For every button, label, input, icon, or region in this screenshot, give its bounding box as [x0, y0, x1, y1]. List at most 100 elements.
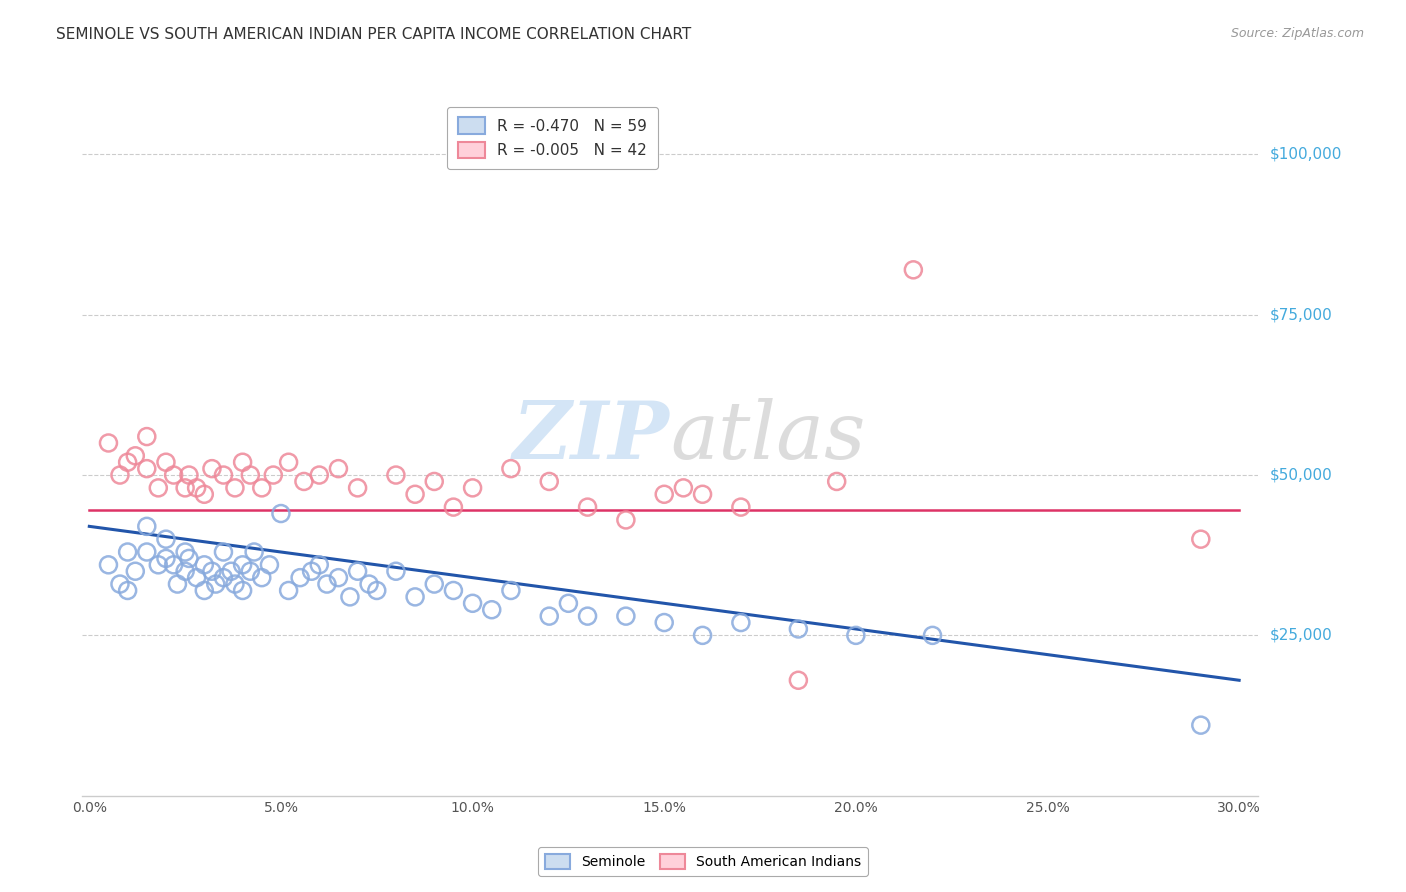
Point	[404, 487, 426, 501]
Point	[117, 545, 139, 559]
Text: atlas: atlas	[671, 398, 865, 475]
Point	[308, 468, 330, 483]
Point	[259, 558, 281, 572]
Point	[1189, 718, 1212, 732]
Point	[845, 628, 868, 642]
Point	[250, 571, 273, 585]
Point	[385, 564, 408, 578]
Point	[135, 429, 157, 443]
Point	[250, 481, 273, 495]
Point	[232, 558, 254, 572]
Point	[212, 571, 235, 585]
Point	[201, 564, 224, 578]
Point	[301, 564, 323, 578]
Point	[652, 615, 675, 630]
Point	[232, 455, 254, 469]
Point	[366, 583, 388, 598]
Point	[155, 455, 177, 469]
Point	[148, 481, 170, 495]
Point	[461, 481, 484, 495]
Point	[97, 558, 120, 572]
Point	[174, 564, 197, 578]
Point	[346, 481, 368, 495]
Point	[441, 500, 464, 515]
Point	[174, 481, 197, 495]
Point	[108, 577, 131, 591]
Text: $100,000: $100,000	[1270, 147, 1341, 161]
Point	[166, 577, 188, 591]
Point	[787, 622, 810, 636]
Point	[177, 551, 200, 566]
Point	[328, 461, 350, 475]
Point	[339, 590, 361, 604]
Point	[262, 468, 284, 483]
Point	[423, 475, 446, 489]
Point	[730, 500, 752, 515]
Point	[117, 583, 139, 598]
Point	[1189, 532, 1212, 546]
Point	[499, 461, 522, 475]
Point	[308, 558, 330, 572]
Point	[461, 596, 484, 610]
Point	[155, 532, 177, 546]
Point	[135, 545, 157, 559]
Text: ZIP: ZIP	[513, 398, 671, 475]
Point	[423, 577, 446, 591]
Point	[224, 577, 246, 591]
Point	[825, 475, 848, 489]
Text: $50,000: $50,000	[1270, 467, 1331, 483]
Point	[538, 609, 561, 624]
Point	[288, 571, 311, 585]
Point	[316, 577, 339, 591]
Text: Source: ZipAtlas.com: Source: ZipAtlas.com	[1230, 27, 1364, 40]
Point	[787, 673, 810, 688]
Point	[193, 487, 215, 501]
Point	[730, 615, 752, 630]
Point	[174, 545, 197, 559]
Point	[441, 583, 464, 598]
Point	[239, 564, 262, 578]
Point	[162, 558, 184, 572]
Point	[177, 468, 200, 483]
Point	[652, 487, 675, 501]
Point	[614, 609, 637, 624]
Point	[481, 603, 503, 617]
Point	[538, 475, 561, 489]
Point	[155, 551, 177, 566]
Point	[219, 564, 242, 578]
Point	[239, 468, 262, 483]
Point	[292, 475, 315, 489]
Point	[385, 468, 408, 483]
Point	[692, 487, 714, 501]
Point	[212, 468, 235, 483]
Point	[243, 545, 266, 559]
Point	[277, 455, 299, 469]
Point	[328, 571, 350, 585]
Point	[232, 583, 254, 598]
Point	[97, 436, 120, 450]
Point	[162, 468, 184, 483]
Point	[346, 564, 368, 578]
Point	[499, 583, 522, 598]
Legend: R = -0.470   N = 59, R = -0.005   N = 42: R = -0.470 N = 59, R = -0.005 N = 42	[447, 107, 658, 169]
Point	[135, 519, 157, 533]
Point	[204, 577, 226, 591]
Point	[148, 558, 170, 572]
Point	[576, 500, 599, 515]
Point	[193, 558, 215, 572]
Point	[212, 545, 235, 559]
Point	[557, 596, 579, 610]
Point	[117, 455, 139, 469]
Point	[672, 481, 695, 495]
Point	[193, 583, 215, 598]
Text: SEMINOLE VS SOUTH AMERICAN INDIAN PER CAPITA INCOME CORRELATION CHART: SEMINOLE VS SOUTH AMERICAN INDIAN PER CA…	[56, 27, 692, 42]
Point	[108, 468, 131, 483]
Point	[903, 263, 925, 277]
Point	[614, 513, 637, 527]
Point	[359, 577, 381, 591]
Text: $75,000: $75,000	[1270, 307, 1331, 322]
Point	[124, 449, 146, 463]
Point	[186, 571, 208, 585]
Point	[270, 507, 292, 521]
Point	[692, 628, 714, 642]
